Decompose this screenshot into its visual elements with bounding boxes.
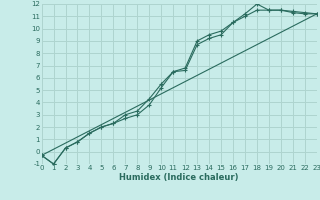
- X-axis label: Humidex (Indice chaleur): Humidex (Indice chaleur): [119, 173, 239, 182]
